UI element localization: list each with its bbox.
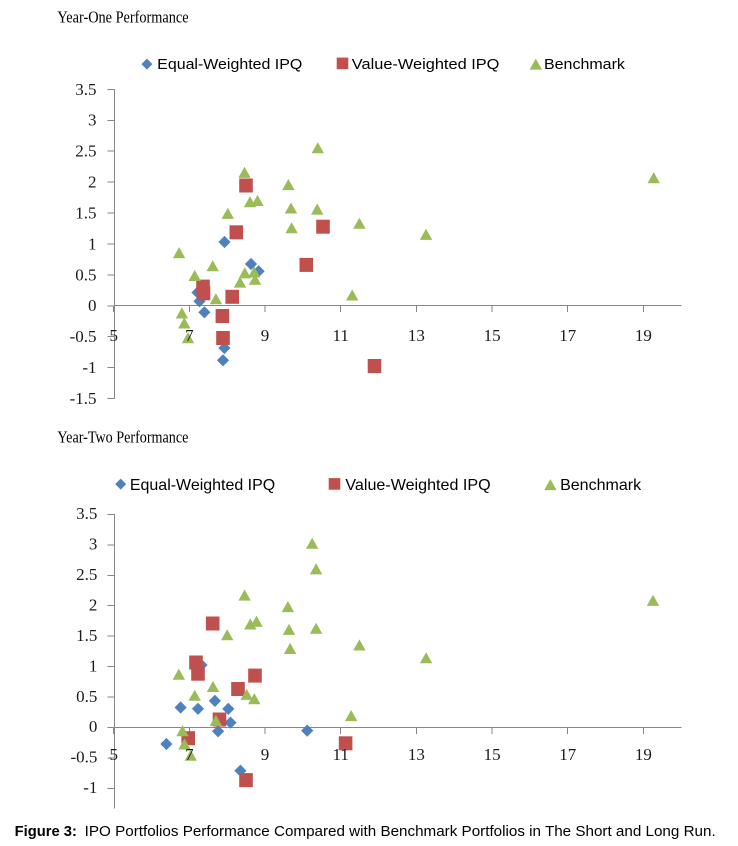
svg-text:Value-Weighted IPQ: Value-Weighted IPQ	[345, 477, 490, 494]
svg-text:15: 15	[484, 326, 501, 345]
svg-text:-0.5: -0.5	[70, 327, 97, 346]
svg-text:13: 13	[408, 326, 425, 345]
svg-text:3.5: 3.5	[75, 80, 96, 99]
svg-text:1.5: 1.5	[75, 203, 96, 222]
svg-text:1: 1	[89, 656, 98, 675]
svg-text:0: 0	[89, 717, 98, 736]
svg-text:17: 17	[559, 745, 577, 764]
svg-text:19: 19	[635, 326, 652, 345]
svg-text:3: 3	[89, 535, 98, 554]
svg-text:Year-One Performance: Year-One Performance	[57, 7, 188, 26]
svg-text:-1: -1	[83, 778, 97, 797]
svg-text:0.5: 0.5	[75, 265, 96, 284]
svg-text:19: 19	[635, 745, 652, 764]
svg-text:9: 9	[261, 745, 270, 764]
svg-text:2.5: 2.5	[75, 142, 96, 161]
svg-text:Year-Two Performance: Year-Two Performance	[57, 427, 188, 446]
svg-text:1: 1	[88, 234, 97, 253]
svg-text:Value-Weighted IPQ: Value-Weighted IPQ	[352, 56, 500, 73]
svg-text:Benchmark: Benchmark	[544, 56, 625, 73]
svg-text:3.5: 3.5	[76, 504, 97, 523]
svg-text:1.5: 1.5	[76, 626, 97, 645]
svg-text:13: 13	[408, 745, 425, 764]
svg-text:3: 3	[88, 111, 97, 130]
svg-text:11: 11	[333, 326, 349, 345]
svg-text:Equal-Weighted IPQ: Equal-Weighted IPQ	[157, 56, 302, 73]
svg-text:15: 15	[484, 745, 501, 764]
svg-text:Figure 3:IPO Portfolios Perfor: Figure 3: IPO Portfolios Performance Comp…	[15, 823, 716, 840]
svg-text:Equal-Weighted IPQ: Equal-Weighted IPQ	[130, 477, 275, 494]
svg-text:11: 11	[333, 745, 349, 764]
svg-text:-1: -1	[82, 358, 96, 377]
svg-text:0.5: 0.5	[76, 687, 97, 706]
svg-text:17: 17	[559, 326, 577, 345]
svg-text:5: 5	[109, 745, 118, 764]
svg-text:2: 2	[88, 173, 97, 192]
svg-text:0: 0	[88, 296, 97, 315]
svg-text:-0.5: -0.5	[70, 748, 97, 767]
svg-text:2.5: 2.5	[76, 565, 97, 584]
svg-text:7: 7	[185, 326, 194, 345]
svg-text:7: 7	[185, 745, 194, 764]
svg-text:-1.5: -1.5	[70, 389, 97, 408]
svg-text:5: 5	[109, 326, 118, 345]
svg-text:9: 9	[261, 326, 270, 345]
svg-text:Benchmark: Benchmark	[560, 477, 642, 494]
svg-text:2: 2	[89, 596, 98, 615]
